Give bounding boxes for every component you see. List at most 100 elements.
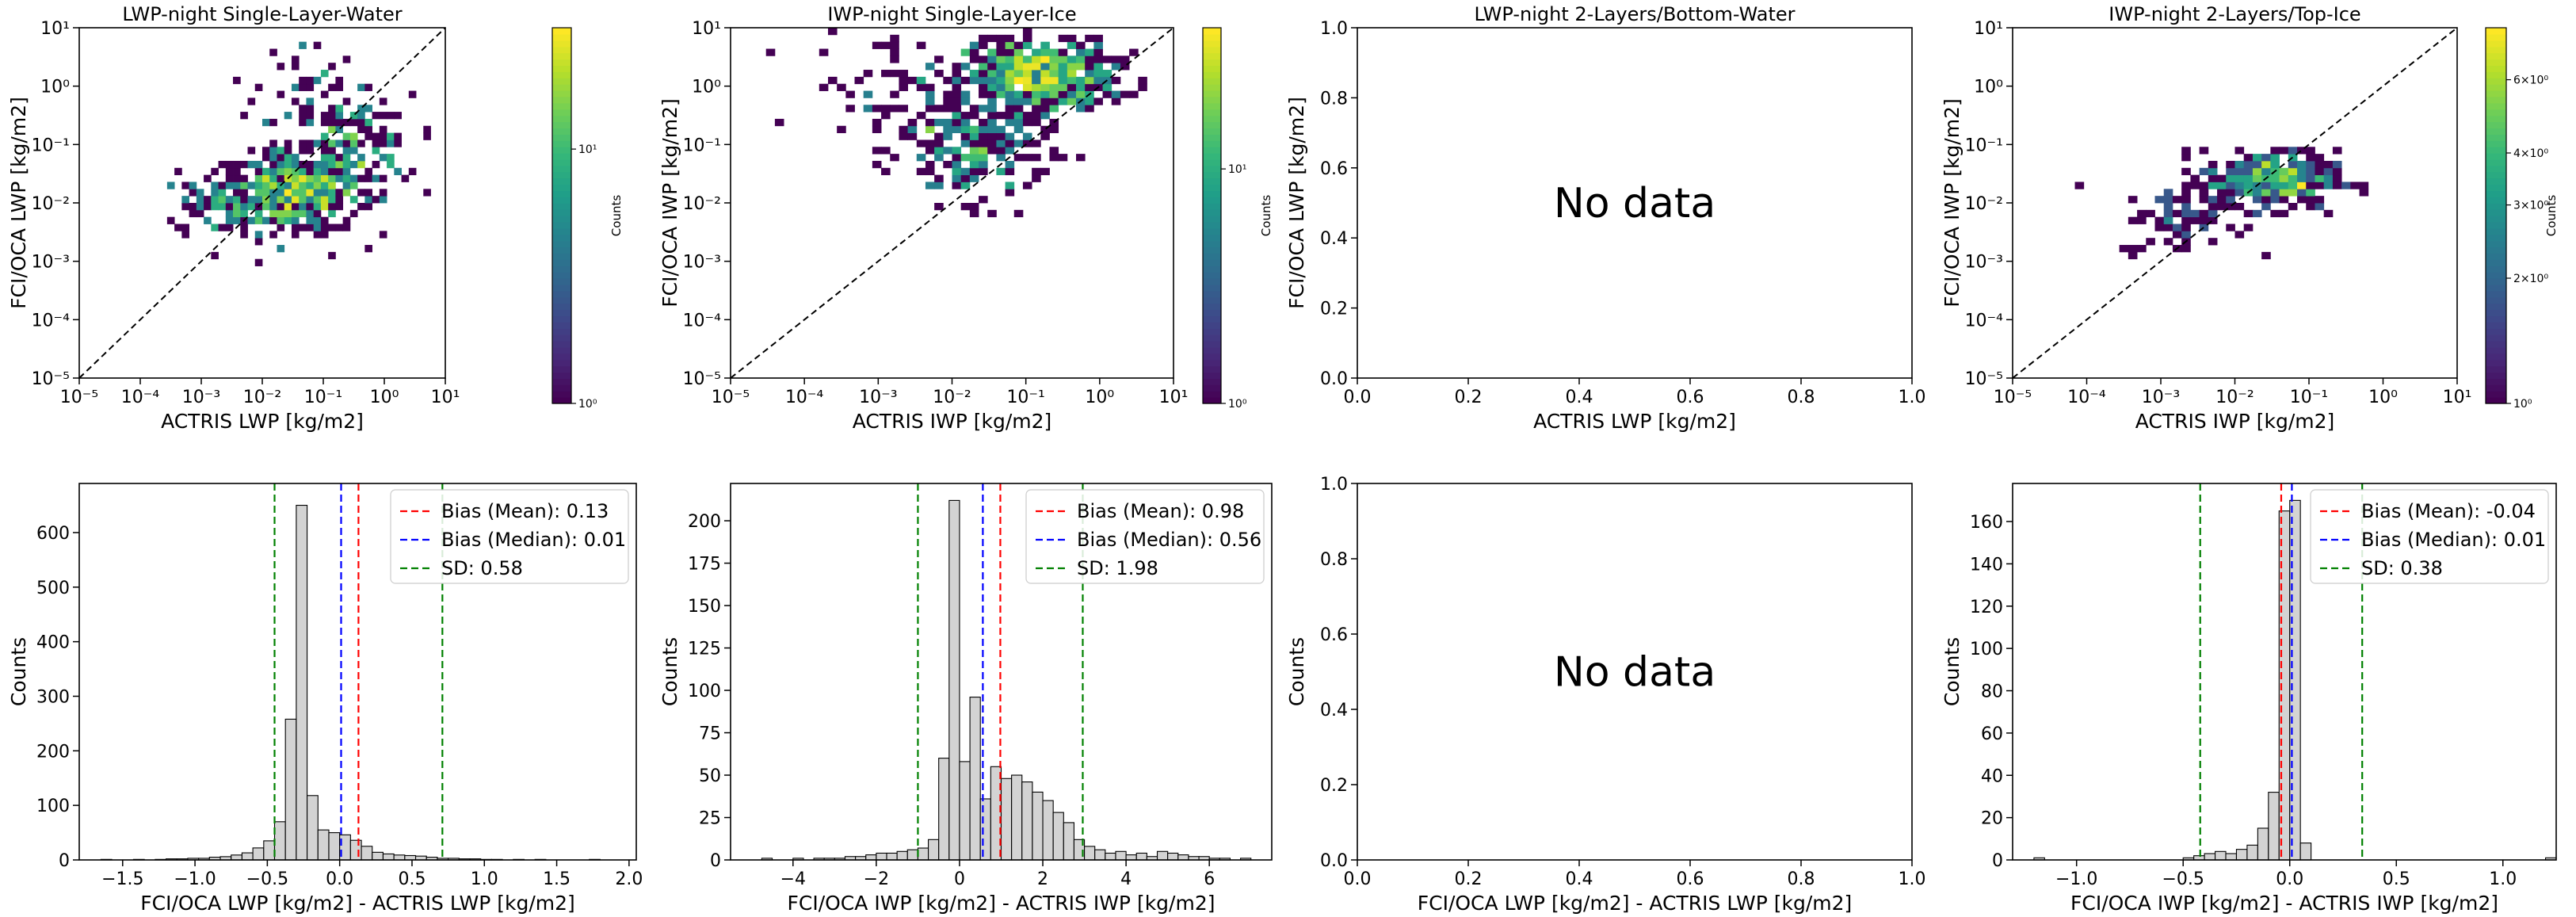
s1-colorbar-step [552, 134, 571, 141]
h2-bar [1094, 849, 1106, 861]
h2-bar [1021, 781, 1033, 861]
s4-colorbar-step [2486, 140, 2506, 147]
s2-colorbar-step [1203, 216, 1221, 223]
s2-heat-cell [1067, 90, 1077, 98]
s1-heat-cell [320, 216, 329, 224]
h4-ytick-label: 160 [1970, 513, 2003, 533]
s4-heat-cell [2315, 174, 2325, 182]
s2-heat-cell [872, 41, 882, 49]
s2-heat-cell [1032, 154, 1041, 162]
s1-heat-cell [189, 209, 197, 218]
s1-heat-cell [357, 125, 365, 133]
s3-ytick-label: 0.4 [1320, 229, 1348, 249]
s2-heat-cell [1138, 83, 1147, 91]
h2-bar [1032, 791, 1044, 861]
s1-heat-cell [269, 48, 277, 56]
s1-heat-cell [291, 154, 300, 162]
s4-xtick-label: 10⁻¹ [2290, 388, 2328, 407]
s2-colorbar-step [1203, 391, 1221, 398]
s1-heat-cell [211, 167, 219, 176]
s2-ytick-label: 10⁻⁵ [683, 369, 721, 389]
s2-heat-cell [1058, 48, 1068, 56]
s1-heat-cell [291, 63, 300, 71]
s1-heat-cell [269, 167, 277, 176]
h2-bar [1063, 822, 1074, 861]
s2-heat-cell [943, 97, 952, 105]
s1-ytick-label: 10⁰ [40, 78, 70, 97]
s1-heat-cell [320, 203, 329, 211]
s2-heat-cell [952, 181, 962, 189]
s1-heat-cell [269, 160, 277, 169]
s2-heat-cell [1005, 55, 1015, 63]
s2-heat-cell [969, 160, 979, 169]
s2-colorbar-step [1203, 328, 1221, 335]
s4-heat-cell [2163, 189, 2173, 197]
s1-heat-cell [262, 167, 270, 176]
h2-bar [948, 499, 960, 861]
s1-heat-cell [233, 189, 241, 197]
s2-colorbar-step [1203, 359, 1221, 367]
s2-heat-cell [952, 174, 962, 182]
s4-heat-cell [2199, 196, 2209, 204]
h2-bar [1167, 852, 1179, 861]
s4-heat-cell [2163, 238, 2173, 246]
s2-heat-cell [1032, 174, 1041, 182]
s1-heat-cell [320, 132, 329, 140]
h3-xtick-label: 0.6 [1677, 869, 1704, 889]
h1-xtick-label: −1.5 [101, 869, 143, 889]
s1-colorbar-step [552, 40, 571, 48]
h4-ytick-label: 120 [1970, 598, 2003, 617]
s1-heat-cell [379, 189, 387, 197]
s4-colorbar-step [2486, 234, 2506, 242]
s1-heat-cell [349, 132, 358, 140]
s4-heat-cell [2315, 160, 2325, 169]
s3-xtick-label: 0.6 [1677, 388, 1704, 407]
s2-heat-cell [1013, 112, 1024, 120]
s1-heat-cell [387, 154, 395, 162]
h1-bar [404, 854, 417, 861]
s2-heat-cell [979, 34, 988, 43]
s4-heat-cell [2315, 181, 2325, 189]
s1-heat-cell [372, 139, 380, 147]
s1-colorbar-step [552, 221, 571, 229]
s1-heat-cell [349, 181, 358, 189]
s1-heat-cell [189, 189, 197, 197]
s2-heat-cell [960, 181, 971, 189]
h1-bar [393, 854, 406, 861]
s2-heat-cell [987, 76, 997, 85]
s1-heat-cell [379, 132, 387, 140]
s1-heat-cell [277, 196, 285, 204]
s2-colorbar-frame [1202, 27, 1222, 404]
h4-xtick-label: 0.0 [2276, 869, 2303, 889]
s4-heat-cell [2252, 167, 2262, 176]
s2-heat-cell [1022, 154, 1032, 162]
s1-colorbar-step [552, 290, 571, 298]
s4-heat-cell [2243, 181, 2254, 189]
s2-heat-cell [890, 105, 899, 113]
s2-heat-cell [1067, 83, 1077, 91]
s2-heat-cell [1013, 70, 1024, 78]
s1-heat-cell [372, 132, 380, 140]
s1-heat-cell [284, 167, 292, 176]
s4-heat-cell [2297, 160, 2307, 169]
s1-heat-cell [233, 203, 241, 211]
s2-heat-cell [1085, 105, 1094, 113]
s2-heat-cell [1022, 118, 1032, 127]
s4-heat-cell [2332, 181, 2342, 189]
s1-heat-cell [299, 181, 307, 189]
h4-ytick-label: 0 [1992, 851, 2003, 871]
s4-colorbar-step [2486, 128, 2506, 135]
s4-colorbar-step [2486, 341, 2506, 348]
s2-heat-cell [979, 139, 988, 147]
s2-heat-cell [969, 209, 979, 218]
s1-heat-cell [218, 196, 227, 204]
s4-heat-cell [2288, 160, 2298, 169]
h1-legend-entry: SD: 0.58 [441, 557, 523, 579]
s2-heat-cell [1067, 70, 1077, 78]
s4-colorbar-step [2486, 28, 2506, 35]
s1-heat-cell [254, 189, 263, 197]
s2-colorbar-step [1203, 266, 1221, 273]
s1-heat-cell [342, 97, 351, 105]
h2-bar [886, 852, 898, 861]
